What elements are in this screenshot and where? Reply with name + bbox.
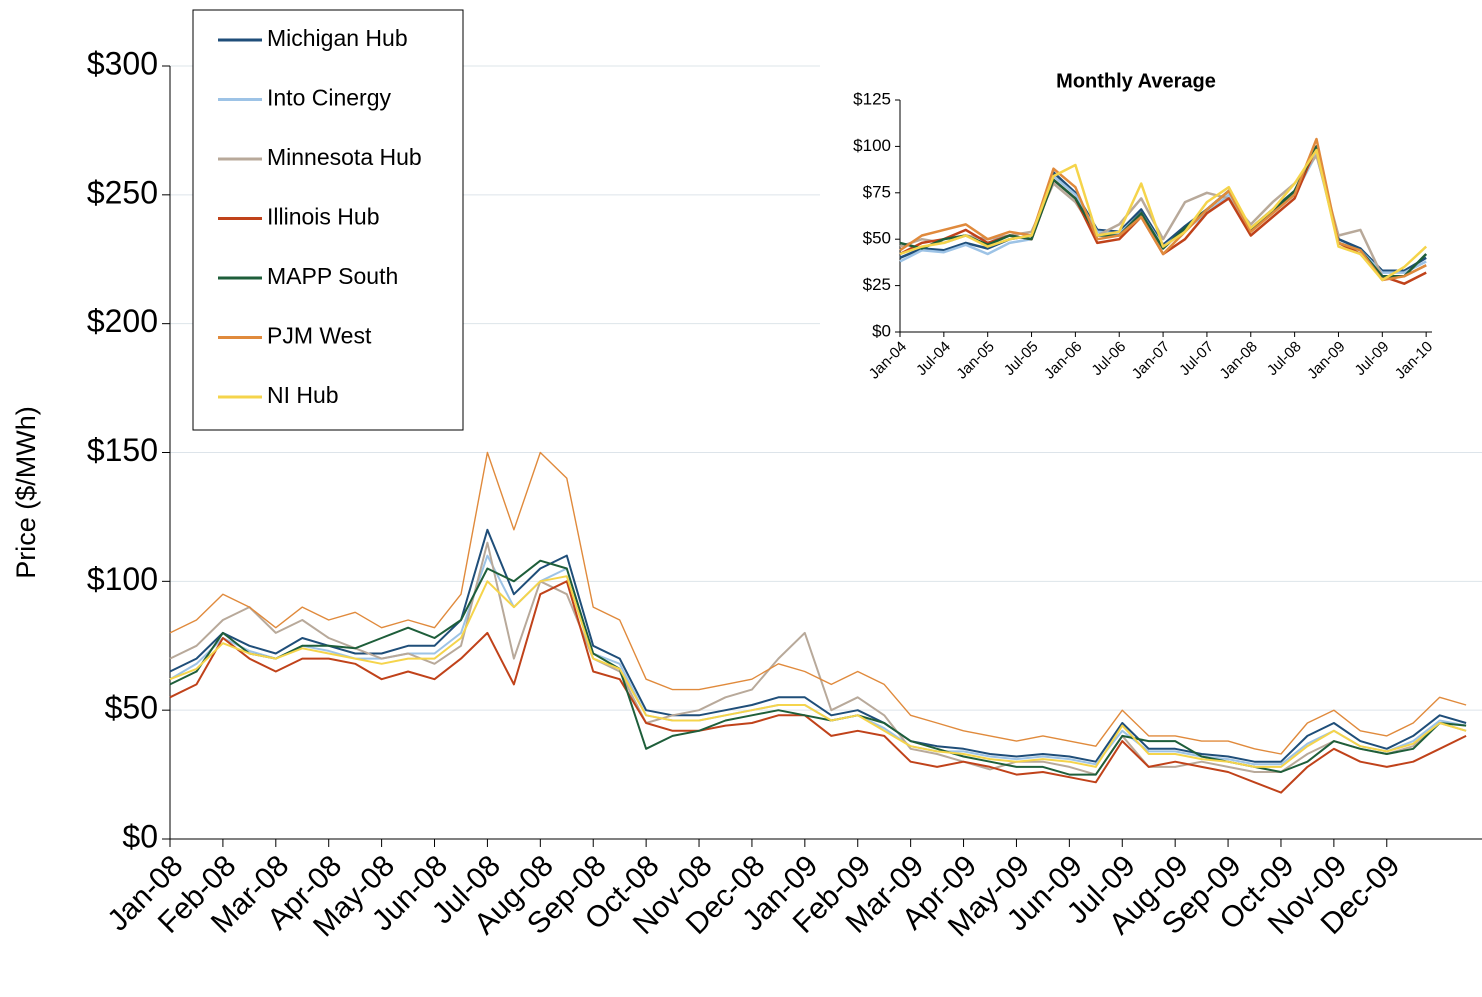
series-line (169, 451, 1467, 755)
y-tick-label: $75 (863, 182, 891, 201)
y-tick-label: $200 (87, 303, 158, 339)
series-line (169, 575, 1467, 768)
y-tick-label: $150 (87, 432, 158, 468)
series-line (169, 528, 1467, 763)
y-tick-label: $0 (122, 818, 158, 854)
legend-label: Michigan Hub (267, 25, 408, 51)
y-tick-label: $100 (853, 136, 891, 155)
series-line (169, 580, 1467, 794)
series-line (899, 148, 1428, 282)
y-tick-label: $250 (87, 174, 158, 210)
y-tick-label: $50 (863, 229, 891, 248)
chart-title: Monthly Average (1056, 70, 1216, 92)
legend-label: Minnesota Hub (267, 144, 422, 170)
y-tick-label: $50 (105, 690, 158, 726)
y-axis-label: Price ($/MWh) (11, 406, 41, 579)
y-tick-label: $125 (853, 89, 891, 108)
legend-label: Into Cinergy (267, 85, 392, 111)
series-line (169, 541, 1467, 776)
legend-label: Illinois Hub (267, 204, 380, 230)
y-tick-label: $100 (87, 561, 158, 597)
y-tick-label: $0 (872, 321, 891, 340)
legend-label: MAPP South (267, 263, 398, 289)
y-tick-label: $25 (863, 275, 891, 294)
legend-label: PJM West (267, 323, 372, 349)
y-tick-label: $300 (87, 45, 158, 81)
legend-label: NI Hub (267, 382, 339, 408)
series-line (169, 559, 1467, 776)
